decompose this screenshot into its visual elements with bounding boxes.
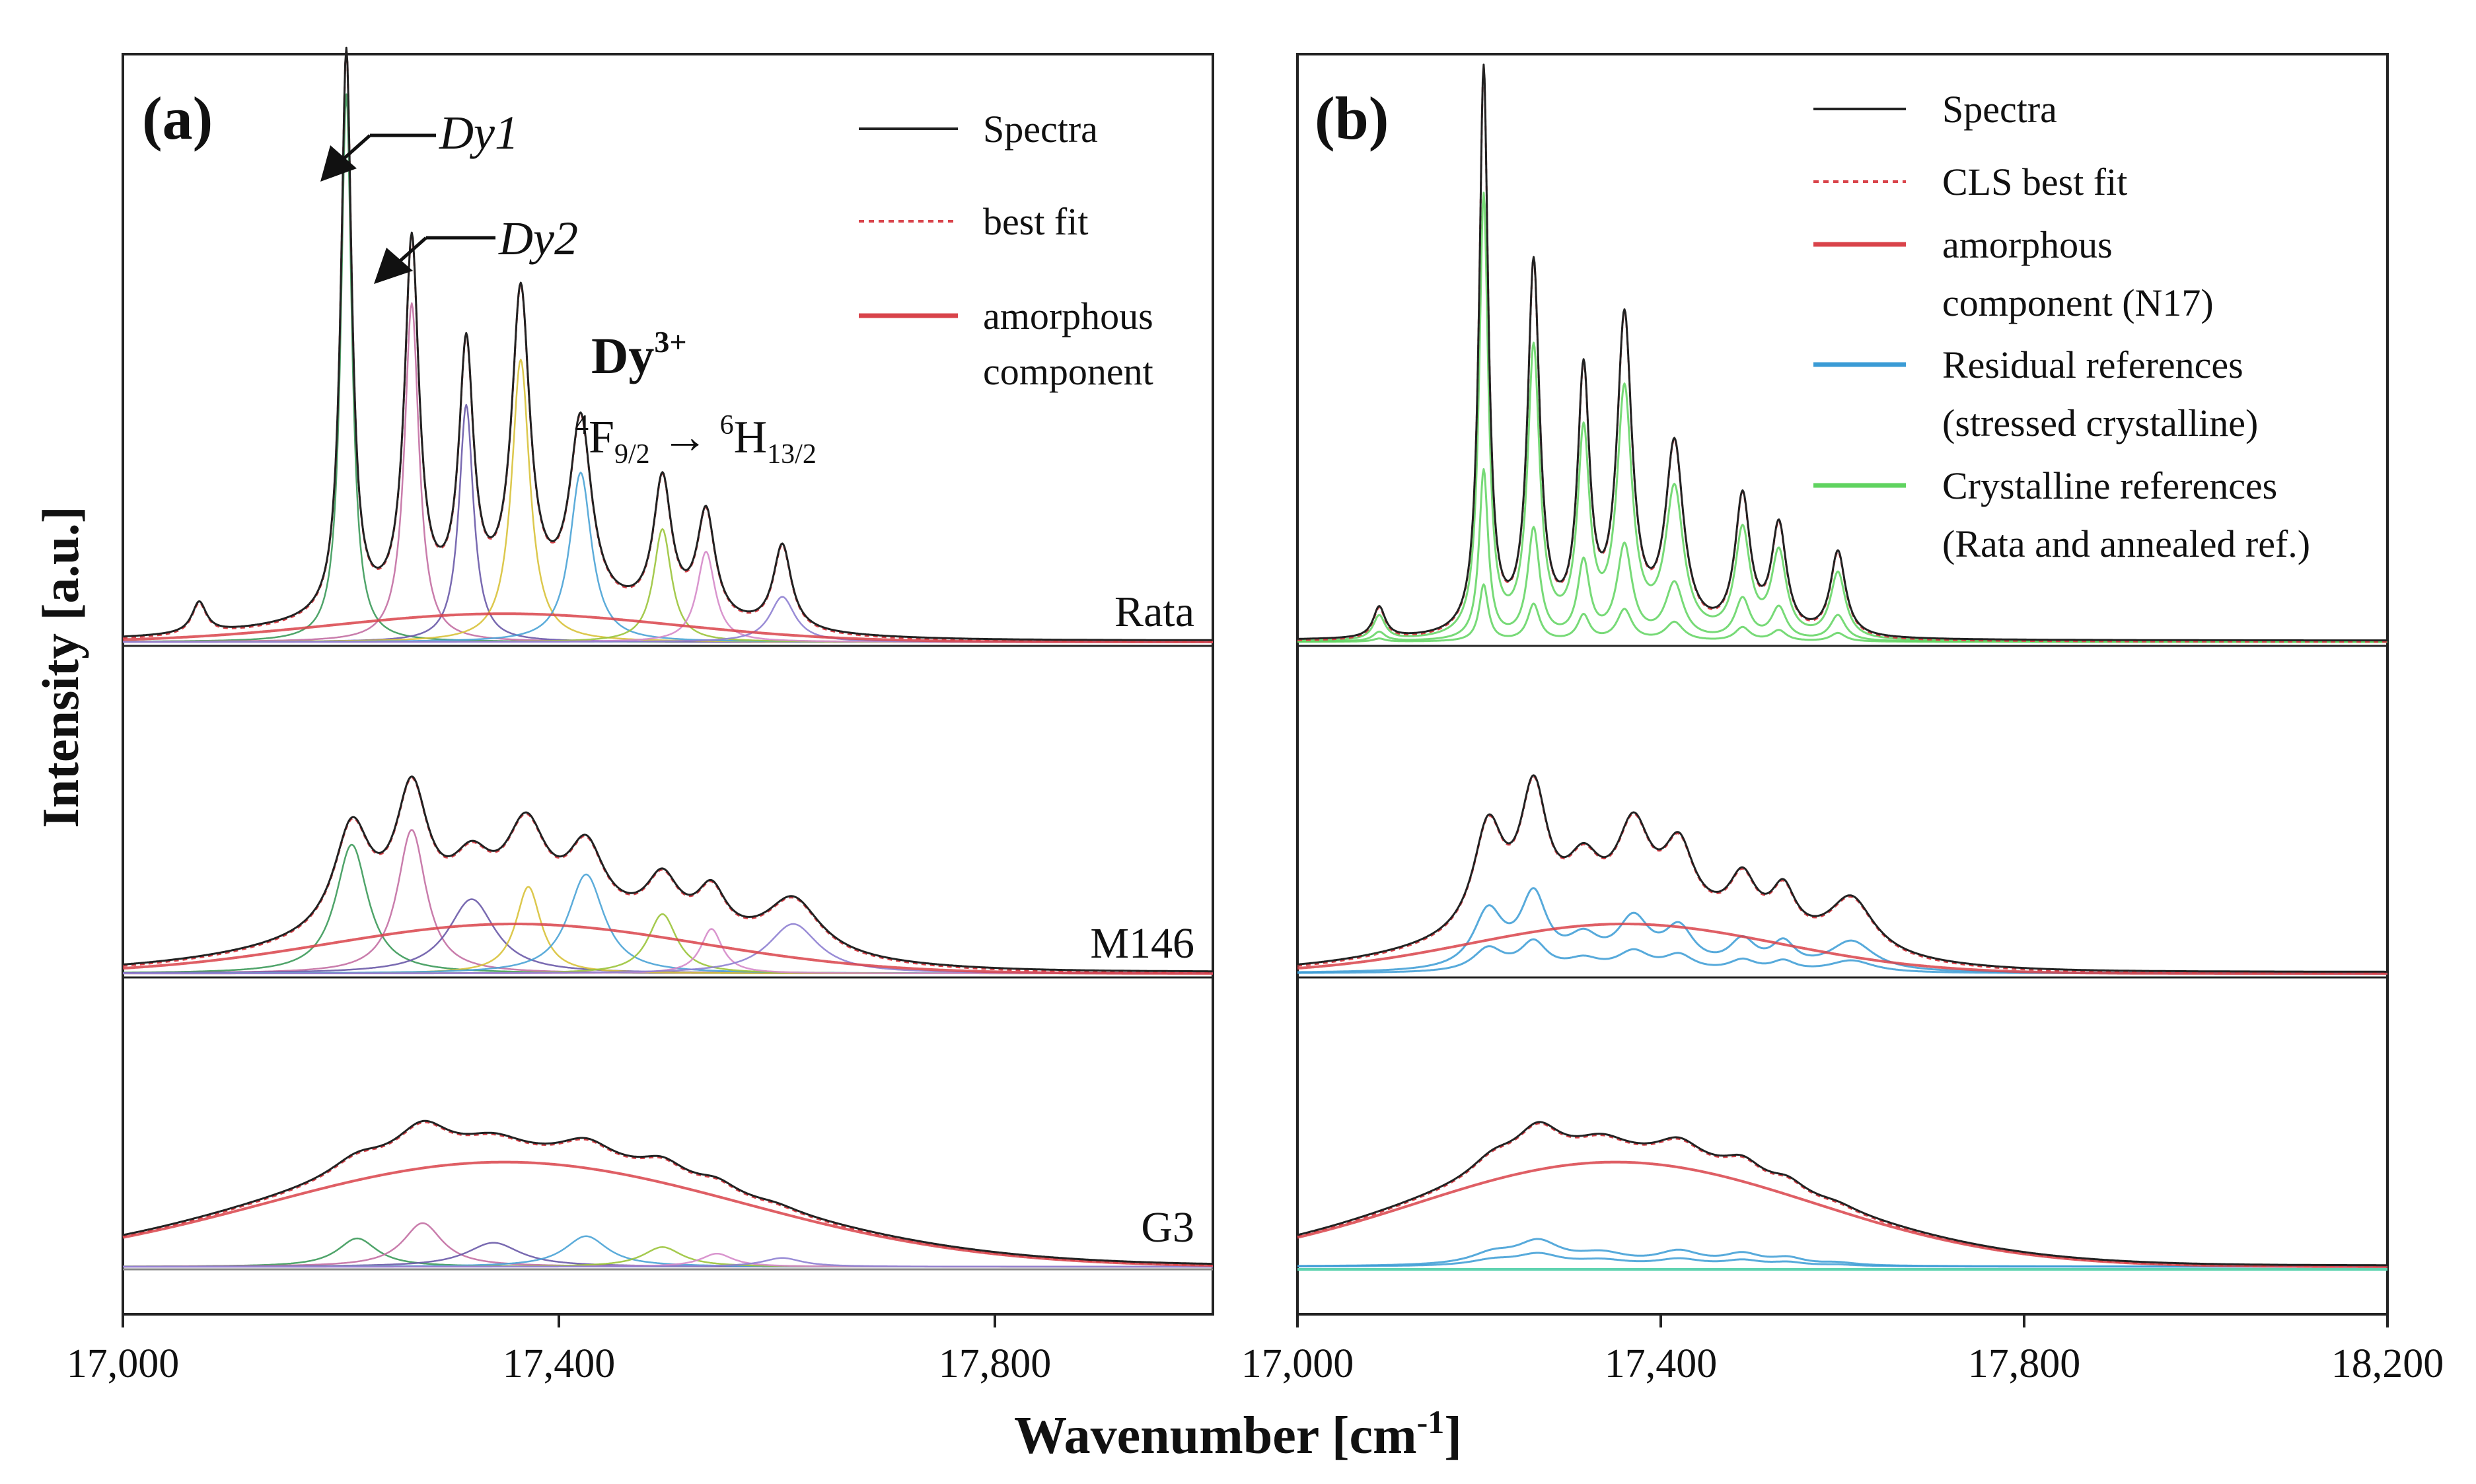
legend-a-amorphous-label-2: component	[983, 350, 1153, 393]
panel-b-frame	[1296, 53, 2389, 1316]
panel-b-plot	[1297, 63, 2388, 1268]
legend-b-fit-label: CLS best fit	[1942, 160, 2127, 203]
spectrum-2	[1297, 1121, 2388, 1267]
legend-b-residual-label-2: (stressed crystalline)	[1942, 402, 2258, 444]
component-1-3	[123, 886, 1213, 975]
legend-b-amorphous-label-2: component (N17)	[1942, 281, 2214, 324]
amorphous-component-2	[122, 1160, 1214, 1267]
best-fit-1	[1297, 775, 2388, 974]
panel-a: (a) Dy1 Dy2 Dy3+ 4F9/2 → 6H13/2 Spectra be…	[67, 46, 1214, 1386]
panel-b: (b) Spectra CLS best fit amorphous compo…	[1241, 53, 2444, 1386]
ion-label: Dy3+	[591, 325, 687, 384]
panel-a-label: (a)	[142, 85, 213, 152]
panel-b-tick-label-1: 17,400	[1605, 1341, 1718, 1386]
legend-b-crystalline-label: Crystalline references	[1942, 464, 2277, 507]
dy2-arrow-head	[374, 248, 413, 284]
component-2-6	[123, 1257, 1213, 1268]
legend-a-spectra-label: Spectra	[983, 108, 1098, 151]
spectrum-0	[1297, 63, 2388, 642]
component-2-0	[123, 1237, 1213, 1268]
panel-a-tick-label-0: 17,000	[67, 1341, 180, 1386]
legend-b-amorphous-label: amorphous	[1942, 223, 2113, 266]
spectrum-1	[122, 775, 1213, 973]
dy2-annotation: Dy2	[498, 212, 578, 265]
dy1-arrow-head	[320, 145, 357, 182]
spectrum-1	[1297, 774, 2388, 973]
component-1-0	[123, 843, 1213, 975]
legend-b-residual-label: Residual references	[1942, 343, 2243, 386]
transition-label: 4F9/2 → 6H13/2	[575, 410, 817, 470]
panel-a-tick-label-2: 17,800	[939, 1341, 1052, 1386]
panel-b-label: (b)	[1315, 85, 1389, 152]
best-fit-0	[1297, 65, 2388, 643]
y-axis-label: Intensity [a.u.]	[32, 506, 89, 828]
legend-a-amorphous-label: amorphous	[983, 295, 1153, 337]
amorphous-component-1	[122, 923, 1214, 975]
x-axis-label: Wavenumber [cm-1]	[1014, 1403, 1462, 1465]
best-fit-2	[122, 1121, 1213, 1267]
sample-label-rata: Rata	[1114, 588, 1194, 636]
panel-a-plot	[122, 46, 1214, 1268]
component-1-5	[123, 913, 1213, 975]
best-fit-2	[1297, 1122, 2388, 1268]
panel-a-tick-label-1: 17,400	[503, 1341, 616, 1386]
panel-a-legend: Spectra best fit amorphous component	[859, 108, 1153, 393]
amorphous-component-1	[1297, 923, 2388, 975]
panel-a-frame	[122, 53, 1214, 1316]
amorphous-component-2	[1297, 1160, 2388, 1268]
legend-b-spectra-label: Spectra	[1942, 88, 2057, 131]
sample-label-g3: G3	[1141, 1203, 1194, 1252]
component-1-1	[123, 829, 1213, 975]
component-2-3	[123, 1235, 1213, 1268]
dy1-arrow-shaft	[339, 134, 371, 163]
best-fit-1	[122, 777, 1213, 974]
panel-b-tick-label-2: 17,800	[1968, 1341, 2081, 1386]
dy2-arrow-shaft	[395, 236, 427, 265]
spectrum-2	[122, 1119, 1213, 1265]
panel-b-tick-label-0: 17,000	[1241, 1341, 1354, 1386]
component-1-7	[123, 923, 1213, 975]
panel-b-legend: Spectra CLS best fit amorphous component…	[1813, 88, 2310, 565]
dy1-annotation: Dy1	[439, 106, 519, 159]
legend-b-crystalline-label-2: (Rata and annealed ref.)	[1942, 522, 2310, 565]
panel-a-x-ticks: 17,000 17,400 17,800	[67, 1314, 1052, 1386]
legend-a-fit-label: best fit	[983, 200, 1088, 243]
panel-b-x-ticks: 17,000 17,400 17,800 18,200	[1241, 1314, 2444, 1386]
panel-b-tick-label-3: 18,200	[2331, 1341, 2444, 1386]
component-1-4	[123, 873, 1213, 975]
sample-label-m146: M146	[1090, 919, 1194, 968]
spectrum-0	[123, 46, 1213, 641]
